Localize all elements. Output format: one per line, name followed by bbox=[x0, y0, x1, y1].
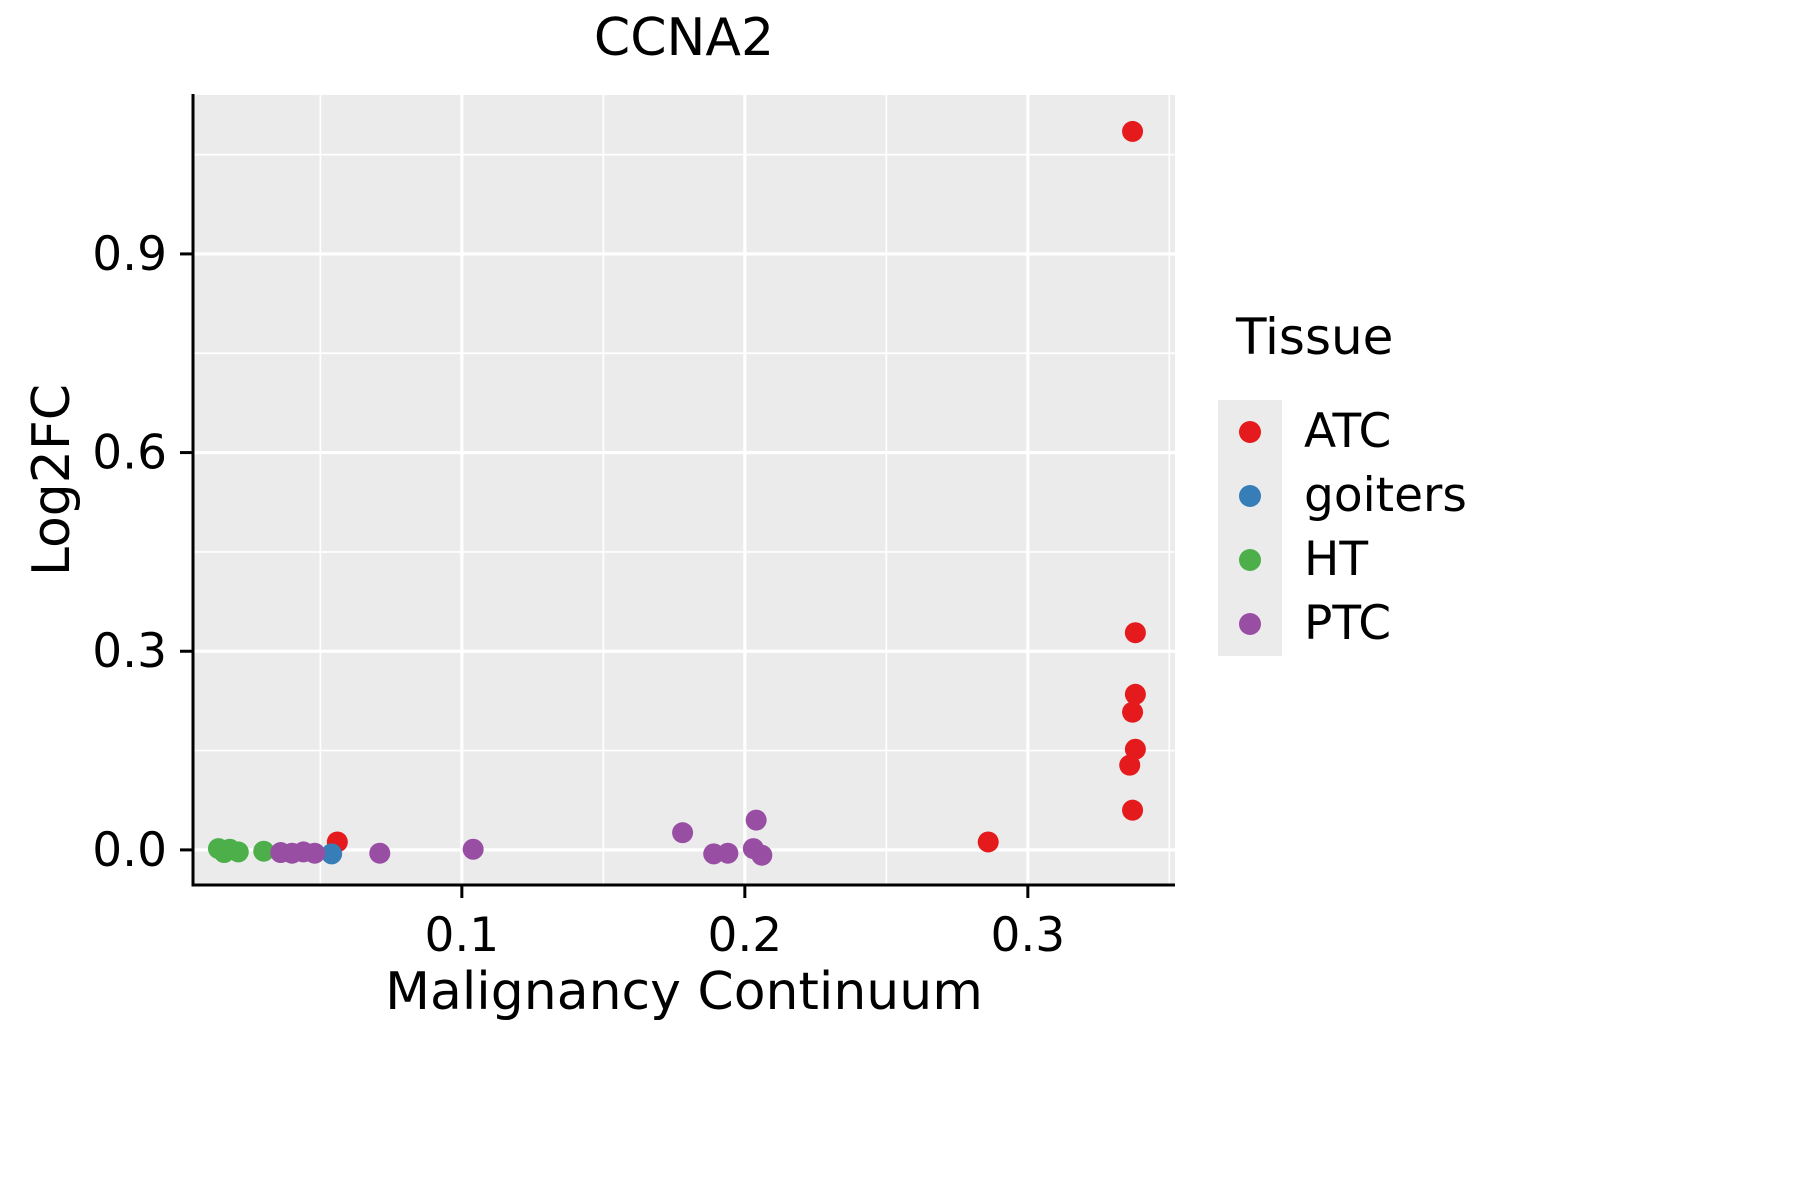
legend-item-goiters: goiters bbox=[1218, 464, 1467, 528]
data-point-PTC bbox=[462, 838, 484, 860]
x-tick-label: 0.2 bbox=[707, 908, 782, 963]
data-point-HT bbox=[227, 841, 249, 863]
y-tick-label: 0.9 bbox=[92, 227, 167, 282]
data-point-ATC bbox=[977, 831, 999, 853]
legend: Tissue ATC goiters HT PTC bbox=[1218, 308, 1467, 656]
data-point-ATC bbox=[1122, 701, 1144, 723]
legend-label: PTC bbox=[1304, 596, 1392, 651]
data-point-PTC bbox=[369, 842, 391, 864]
legend-dot-HT bbox=[1239, 549, 1261, 571]
x-axis-title: Malignancy Continuum bbox=[385, 962, 983, 1022]
y-tick-label: 0.6 bbox=[92, 426, 167, 481]
data-point-PTC bbox=[751, 844, 773, 866]
legend-label: goiters bbox=[1304, 468, 1467, 523]
legend-key bbox=[1218, 528, 1282, 592]
y-axis-title: Log2FC bbox=[22, 383, 82, 577]
data-point-PTC bbox=[672, 822, 694, 844]
legend-label: HT bbox=[1304, 532, 1369, 587]
y-tick-label: 0.0 bbox=[92, 823, 167, 878]
x-tick-label: 0.3 bbox=[990, 908, 1065, 963]
legend-dot-PTC bbox=[1239, 613, 1261, 635]
legend-item-PTC: PTC bbox=[1218, 592, 1467, 656]
data-point-ATC bbox=[1124, 683, 1146, 705]
data-point-HT bbox=[253, 840, 275, 862]
data-point-PTC bbox=[717, 842, 739, 864]
legend-dot-goiters bbox=[1239, 485, 1261, 507]
legend-key bbox=[1218, 400, 1282, 464]
chart-title: CCNA2 bbox=[593, 8, 775, 68]
data-point-PTC bbox=[304, 842, 326, 864]
data-point-ATC bbox=[1119, 754, 1141, 776]
legend-key bbox=[1218, 464, 1282, 528]
legend-item-ATC: ATC bbox=[1218, 400, 1467, 464]
legend-title: Tissue bbox=[1236, 308, 1394, 366]
y-tick-label: 0.3 bbox=[92, 624, 167, 679]
legend-label: ATC bbox=[1304, 404, 1392, 459]
legend-key bbox=[1218, 592, 1282, 656]
plot-panel bbox=[193, 95, 1175, 885]
legend-items: ATC goiters HT PTC bbox=[1218, 400, 1467, 656]
data-point-ATC bbox=[1122, 120, 1144, 142]
data-point-ATC bbox=[1124, 622, 1146, 644]
data-point-goiters bbox=[321, 843, 343, 865]
x-tick-label: 0.1 bbox=[424, 908, 499, 963]
data-point-ATC bbox=[1124, 738, 1146, 760]
legend-dot-ATC bbox=[1239, 421, 1261, 443]
data-point-PTC bbox=[745, 809, 767, 831]
legend-item-HT: HT bbox=[1218, 528, 1467, 592]
data-point-ATC bbox=[1122, 799, 1144, 821]
